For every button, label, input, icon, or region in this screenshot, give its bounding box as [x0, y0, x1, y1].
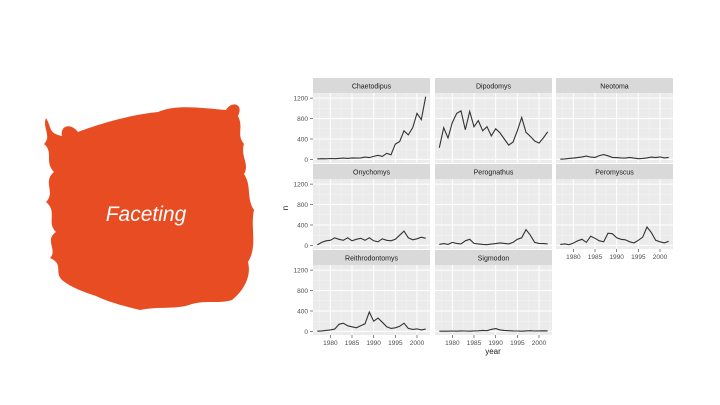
y-tick-label: 800: [297, 202, 308, 209]
series-line: [560, 154, 669, 160]
y-axis-label: n: [281, 206, 290, 210]
panel-background: [435, 265, 552, 335]
x-tick-label: 1995: [510, 340, 525, 347]
facet-strip: [313, 78, 430, 93]
series-line: [560, 225, 669, 246]
facet-strip-label: Perognathus: [474, 170, 514, 177]
orange-brush-stroke: [44, 104, 254, 311]
x-tick-label: 1995: [631, 254, 646, 261]
y-tick-label: 0: [304, 157, 308, 164]
y-tick-label: 400: [297, 222, 308, 229]
y-tick-label: 800: [297, 288, 308, 295]
y-tick-label: 1200: [294, 96, 309, 103]
facet-strip-label: Neotoma: [600, 84, 629, 91]
panel-background: [435, 179, 552, 249]
facet-strip: [313, 164, 430, 179]
x-tick-label: 1980: [566, 254, 581, 261]
x-tick-label: 1995: [388, 340, 403, 347]
x-tick-label: 1980: [323, 340, 338, 347]
x-tick-label: 1985: [467, 340, 482, 347]
facet-strip-label: Peromyscus: [595, 170, 634, 177]
facet-strip-label: Chaetodipus: [352, 84, 392, 91]
series-line: [439, 228, 548, 246]
x-tick-label: 2000: [653, 254, 668, 261]
facet-strip: [556, 164, 673, 179]
faceted-line-chart: Chaetodipus 0 400 800 1200 Dipodomys Neotoma On…: [281, 78, 673, 356]
y-tick-label: 1200: [294, 268, 309, 275]
x-tick-label: 1990: [488, 340, 503, 347]
panel-background: [435, 93, 552, 163]
panel-background: [556, 93, 673, 163]
facet-strip-label: Reithrodontomys: [345, 256, 398, 263]
x-axis-label: year: [485, 347, 501, 356]
brush-stroke-shape: [44, 104, 254, 311]
facet-strip: [435, 164, 552, 179]
series-line: [317, 96, 427, 160]
series-line: [439, 328, 548, 332]
x-tick-label: 1980: [445, 340, 460, 347]
panel-background: [313, 265, 430, 335]
x-tick-label: 1990: [366, 340, 381, 347]
y-tick-label: 0: [304, 329, 308, 336]
y-tick-label: 400: [297, 136, 308, 143]
facet-strip-label: Sigmodon: [478, 256, 510, 263]
series-line: [438, 109, 549, 148]
series-line: [317, 230, 426, 246]
slide-title: Faceting: [105, 203, 187, 226]
facet-strip: [313, 250, 430, 265]
series-line: [317, 310, 426, 332]
y-tick-label: 400: [297, 308, 308, 315]
x-tick-label: 2000: [410, 340, 425, 347]
facet-strip: [556, 78, 673, 93]
y-tick-label: 800: [297, 116, 308, 123]
x-tick-label: 1990: [609, 254, 624, 261]
x-tick-label: 2000: [532, 340, 547, 347]
y-tick-label: 1200: [294, 182, 309, 189]
facet-strip-label: Onychomys: [353, 170, 390, 177]
x-tick-label: 1985: [345, 340, 360, 347]
facet-strip: [435, 78, 552, 93]
panel-background: [313, 179, 430, 249]
panel-background: [313, 93, 430, 163]
facet-strip-label: Dipodomys: [476, 84, 512, 91]
y-tick-label: 0: [304, 243, 308, 250]
facet-strip: [435, 250, 552, 265]
x-tick-label: 1985: [588, 254, 603, 261]
